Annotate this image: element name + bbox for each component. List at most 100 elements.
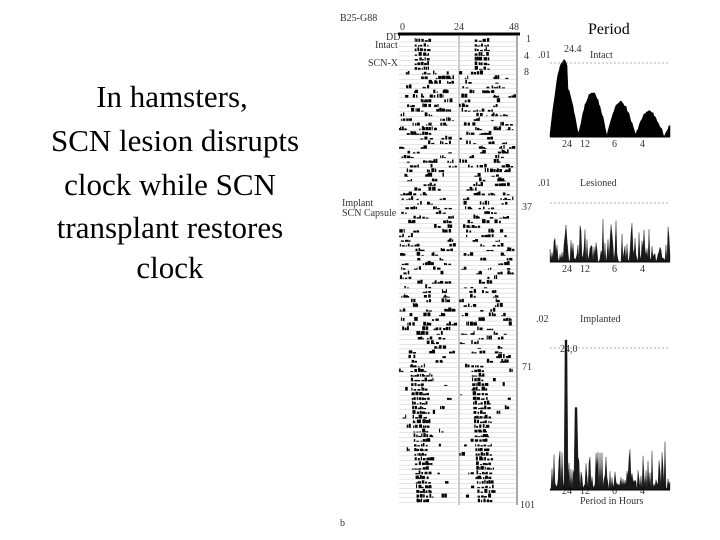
activity [480,407,484,410]
activity [488,476,492,480]
activity [504,197,508,201]
activity [448,136,452,140]
activity [466,321,468,326]
activity [416,448,420,452]
activity [434,81,438,84]
activity [439,345,442,349]
activity [503,312,506,317]
activity [401,156,404,159]
activity [496,356,498,359]
activity [411,364,413,368]
activity [423,184,427,187]
activity [407,287,409,289]
activity [501,149,503,154]
activity [434,280,437,284]
activity [406,424,409,428]
activity [414,369,418,373]
activity [417,280,421,284]
activity [477,408,481,410]
activity [449,243,452,247]
activity [448,228,452,233]
activity [415,108,417,112]
activity [449,109,452,112]
activity [410,221,414,224]
activity [421,386,423,391]
activity [477,489,480,494]
activity [409,118,412,122]
activity [478,429,482,433]
activity [444,384,448,387]
activity [438,80,442,84]
activity [440,280,444,284]
activity [477,326,479,331]
activity [474,435,478,438]
activity [477,444,480,447]
activity [419,128,421,131]
activity [459,159,461,163]
activity [411,400,414,405]
activity [461,451,466,456]
activity [444,308,447,312]
activity [420,249,423,252]
activity [511,129,514,131]
activity [480,310,484,312]
activity [424,87,427,89]
activity [500,336,504,340]
activity [478,338,480,340]
day-label: 101 [520,500,535,511]
activity [441,141,444,145]
activity [467,75,469,80]
activity [414,379,418,382]
activity [486,328,489,331]
activity [420,368,424,373]
activity [430,463,433,466]
activity [426,124,428,126]
activity [474,369,478,373]
activity [472,156,474,159]
activity [423,321,426,326]
activity [474,439,479,442]
activity [476,397,480,401]
activity [479,49,484,52]
activity [489,500,493,503]
activity [506,268,511,270]
activity [402,253,406,256]
activity [448,326,451,331]
activity [419,491,423,494]
activity [443,89,446,94]
activity [479,416,483,419]
activity [420,138,424,140]
activity [419,402,422,405]
activity [448,351,453,354]
activity [493,105,496,108]
activity [413,206,416,210]
activity [426,58,430,61]
activity [507,199,511,201]
activity [433,342,435,345]
activity [472,391,477,396]
activity [478,68,483,70]
activity [427,201,430,205]
activity [426,476,429,480]
activity [500,198,502,201]
activity [479,146,482,149]
activity [506,149,509,154]
activity [476,425,479,428]
activity [407,270,410,275]
activity [400,253,403,256]
activity [472,188,474,191]
activity [421,76,424,80]
activity [404,173,406,177]
activity [465,79,467,84]
activity [421,254,424,256]
activity [474,39,478,42]
activity [441,493,444,498]
panel-letter: b [340,518,345,529]
activity [510,124,513,126]
activity [426,486,429,489]
activity [416,94,418,98]
activity [487,44,489,47]
activity [424,397,427,401]
activity [440,118,442,122]
activity [484,234,488,238]
